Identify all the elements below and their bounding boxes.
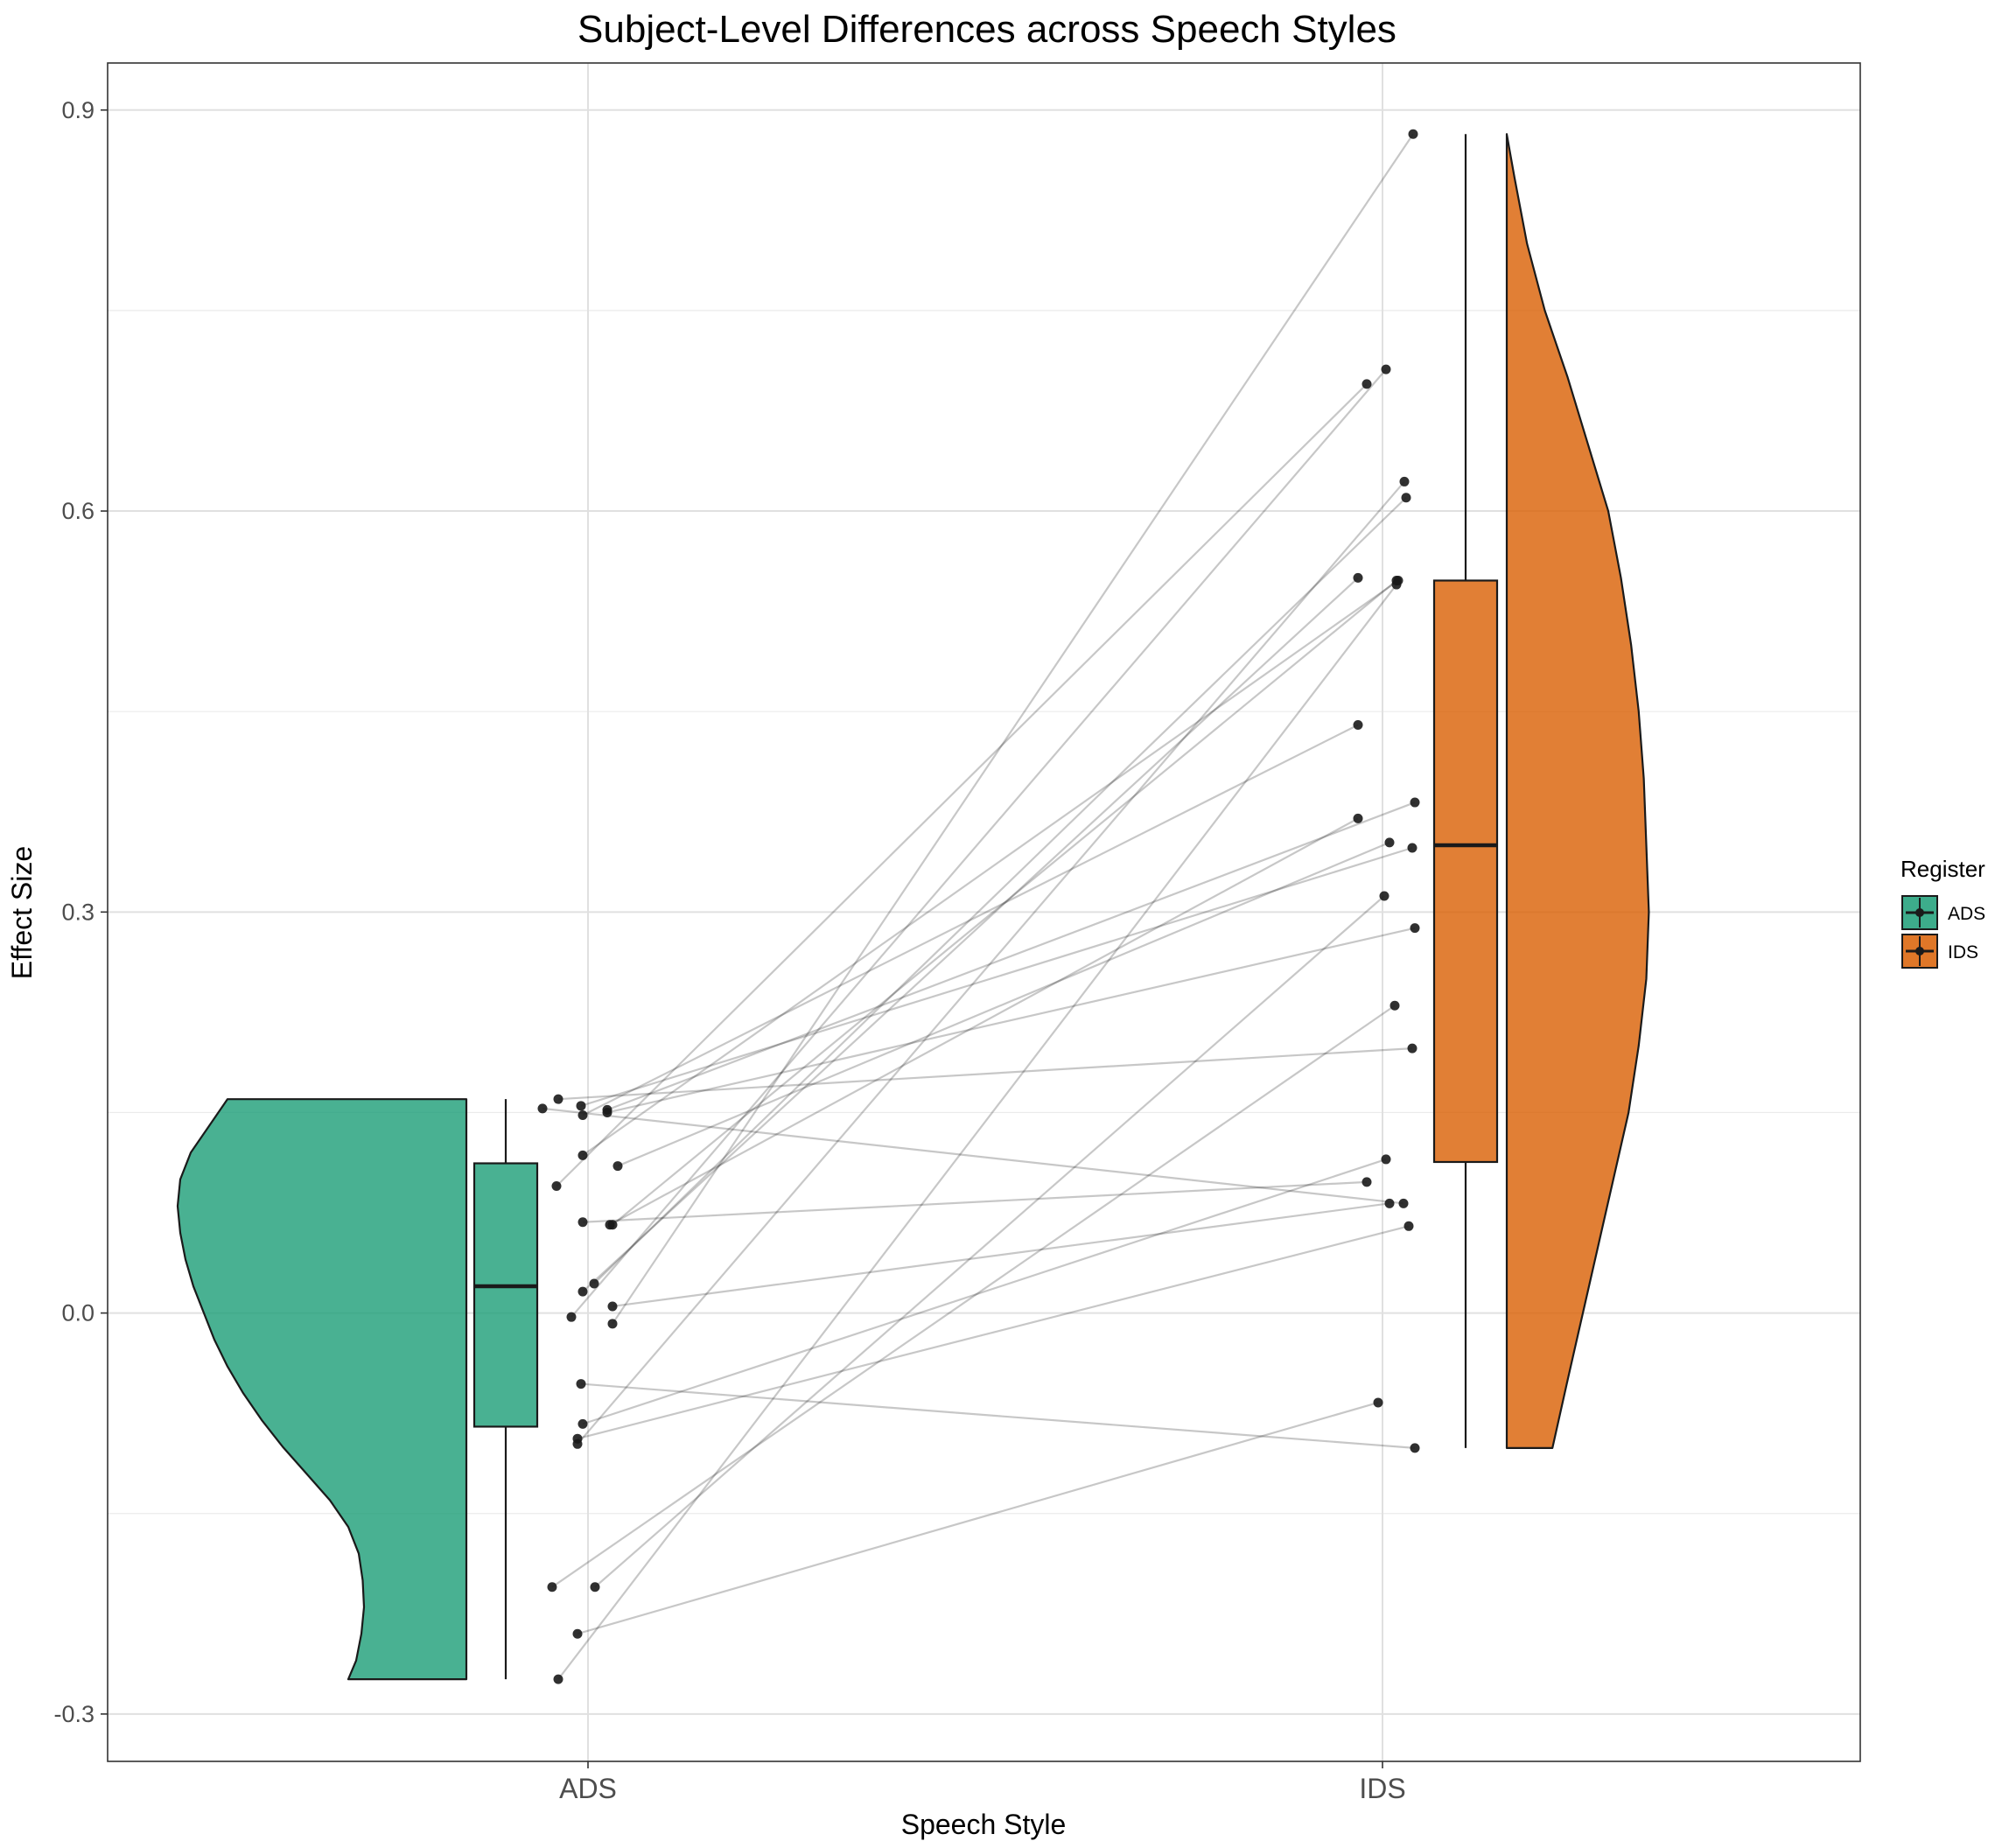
- subject-line: [577, 1225, 1410, 1440]
- ads-point: [547, 1582, 557, 1592]
- ads-point: [578, 1286, 588, 1297]
- subject-line: [612, 1202, 1390, 1308]
- ads-point: [551, 1180, 562, 1191]
- ids-point: [1353, 572, 1363, 583]
- subject-points: [537, 129, 1420, 1684]
- legend: Register ADS IDS: [1900, 856, 1985, 969]
- ids-point: [1379, 891, 1390, 901]
- ids-point: [1362, 1177, 1372, 1187]
- ids-point: [1407, 1043, 1418, 1054]
- legend-key-point: [1915, 947, 1924, 956]
- ads-violin: [176, 1098, 468, 1681]
- ads-point: [607, 1319, 618, 1329]
- subject-line: [556, 383, 1368, 1187]
- ads-point: [578, 1150, 588, 1160]
- ids-point: [1398, 1198, 1409, 1208]
- legend-label-ids: IDS: [1948, 942, 1978, 962]
- subject-line: [582, 1158, 1387, 1425]
- ids-point: [1381, 1154, 1391, 1165]
- x-axis: ADS IDS: [559, 1761, 1406, 1804]
- y-tick-label: -0.3: [53, 1701, 94, 1727]
- legend-key-point: [1915, 908, 1924, 917]
- y-tick-label: 0.0: [61, 1300, 94, 1326]
- y-tick-label: 0.3: [61, 899, 94, 925]
- ids-point: [1362, 379, 1372, 389]
- subject-line: [551, 1004, 1396, 1588]
- y-tick-label: 0.9: [61, 97, 94, 123]
- subject-lines: [542, 133, 1416, 1680]
- ids-point: [1384, 1198, 1395, 1208]
- ads-point: [602, 1104, 612, 1115]
- ads-point: [589, 1278, 599, 1289]
- ids-boxplot-box: [1432, 579, 1499, 1164]
- ads-point: [578, 1217, 588, 1228]
- ids-point: [1399, 476, 1410, 486]
- subject-line: [593, 496, 1407, 1284]
- ids-point: [1390, 1000, 1400, 1011]
- ids-point: [1373, 1397, 1383, 1408]
- ads-point: [605, 1220, 615, 1230]
- ads-point: [590, 1582, 600, 1592]
- subject-line: [582, 579, 1399, 1157]
- subject-line: [580, 846, 1413, 1107]
- ads-boxplot-box: [472, 1162, 539, 1428]
- ids-violin: [1505, 133, 1650, 1449]
- subject-line: [617, 841, 1390, 1167]
- subject-line: [557, 584, 1397, 1680]
- subject-line: [577, 1401, 1379, 1635]
- subject-line: [594, 895, 1385, 1588]
- chart-title: Subject-Level Differences across Speech …: [578, 8, 1396, 51]
- ids-point: [1353, 813, 1363, 823]
- subject-line: [542, 1107, 1404, 1205]
- ids-point: [1391, 579, 1402, 590]
- ids-point: [1407, 843, 1418, 853]
- subject-line: [612, 579, 1397, 1226]
- subject-line: [582, 1180, 1368, 1223]
- subject-line: [582, 577, 1359, 1292]
- ads-point: [578, 1110, 588, 1121]
- x-axis-title: Speech Style: [901, 1809, 1067, 1840]
- ids-point: [1408, 129, 1418, 139]
- ads-point: [572, 1438, 583, 1449]
- ads-point: [612, 1161, 623, 1172]
- x-tick-label: IDS: [1359, 1773, 1405, 1804]
- ids-point: [1381, 364, 1391, 374]
- y-axis: -0.3 0.0 0.3 0.6 0.9: [53, 97, 108, 1727]
- legend-title: Register: [1900, 856, 1985, 882]
- ads-point: [566, 1312, 577, 1322]
- ids-point: [1410, 923, 1420, 934]
- subject-line: [570, 368, 1387, 1318]
- ads-point: [607, 1301, 618, 1312]
- ids-point: [1410, 1443, 1420, 1453]
- subject-line: [557, 1047, 1413, 1101]
- ids-point: [1410, 797, 1420, 808]
- subject-line: [606, 802, 1416, 1111]
- ids-point: [1404, 1221, 1414, 1231]
- subject-line: [612, 133, 1414, 1325]
- ids-point: [1353, 719, 1363, 730]
- subject-line: [580, 1382, 1416, 1449]
- ads-point: [553, 1674, 564, 1684]
- x-tick-label: ADS: [559, 1773, 617, 1804]
- boxplots: [472, 134, 1499, 1680]
- y-tick-label: 0.6: [61, 498, 94, 524]
- legend-label-ads: ADS: [1948, 904, 1985, 924]
- ids-point: [1384, 837, 1395, 848]
- plot-panel: [107, 62, 1861, 1762]
- ads-point: [572, 1628, 583, 1639]
- ads-point: [553, 1094, 564, 1104]
- subject-line: [582, 724, 1359, 1116]
- ads-point: [578, 1418, 588, 1429]
- ads-point: [537, 1103, 548, 1114]
- ads-point: [576, 1379, 586, 1390]
- y-axis-title: Effect Size: [6, 846, 38, 979]
- violins: [176, 133, 1650, 1681]
- subject-line: [606, 927, 1416, 1114]
- ads-point: [576, 1101, 586, 1111]
- subject-line: [609, 817, 1359, 1226]
- ids-point: [1401, 493, 1411, 503]
- subject-line: [577, 480, 1405, 1446]
